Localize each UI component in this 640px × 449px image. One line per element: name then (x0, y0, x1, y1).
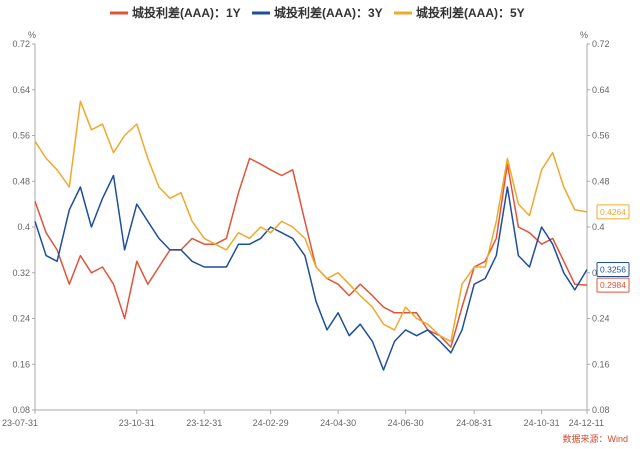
y-tick-label-left: 0.4 (17, 222, 30, 232)
x-tick-label: 24-04-30 (320, 418, 356, 428)
legend-label: 城投利差(AAA)：5Y (416, 5, 525, 20)
x-tick-label: 23-07-31 (2, 418, 38, 428)
chart-legend: 城投利差(AAA)：1Y 城投利差(AAA)：3Y 城投利差(AAA)：5Y (110, 5, 525, 20)
end-label-box (596, 277, 630, 293)
x-tick-label: 23-12-31 (186, 418, 222, 428)
end-label-box (596, 204, 630, 220)
y-tick-label-left: 0.08 (12, 405, 30, 415)
y-tick-label-left: 0.32 (12, 268, 30, 278)
y-tick-label-left: 0.64 (12, 85, 30, 95)
y-axis-left-unit: % (28, 30, 36, 40)
y-tick-label-left: 0.16 (12, 359, 30, 369)
x-tick-label: 24-08-31 (456, 418, 492, 428)
x-tick-label: 24-06-30 (388, 418, 424, 428)
legend-label: 城投利差(AAA)：3Y (274, 5, 383, 20)
end-label-2: 0.3256 (596, 262, 630, 278)
legend-label: 城投利差(AAA)：1Y (132, 5, 241, 20)
end-label-value: 0.4264 (600, 207, 626, 217)
x-tick-label: 24-10-31 (524, 418, 560, 428)
x-axis-ticks: 23-07-31 23-10-31 23-12-31 24-02-29 24-04-30… (2, 410, 604, 428)
legend-item-1: 城投利差(AAA)：1Y (110, 5, 241, 20)
series-end-labels: 0.2984 0.3256 0.4264 (596, 204, 630, 293)
y-tick-label-right: 0.48 (592, 176, 610, 186)
y-tick-label-right: 0.72 (592, 39, 610, 49)
series-line-2 (34, 174, 588, 371)
series-line-1 (34, 157, 588, 348)
end-label-box (596, 262, 630, 278)
legend-item-2: 城投利差(AAA)：3Y (252, 5, 383, 20)
y-tick-label-right: 0.08 (592, 405, 610, 415)
y-tick-label-right: 0.16 (592, 359, 610, 369)
y-tick-label-left: 0.48 (12, 176, 30, 186)
x-tick-label: 23-10-31 (119, 418, 155, 428)
x-tick-label: 24-12-11 (569, 418, 604, 428)
x-tick-label: 24-02-29 (253, 418, 289, 428)
y-tick-label-left: 0.56 (12, 131, 30, 141)
y-axis-ticks: 0.080.080.160.160.240.240.320.320.40.40.… (12, 39, 609, 415)
end-label-value: 0.3256 (600, 265, 626, 275)
y-tick-label-right: 0.56 (592, 131, 610, 141)
y-tick-label-left: 0.24 (12, 314, 30, 324)
end-label-value: 0.2984 (600, 280, 626, 290)
y-tick-label-left: 0.72 (12, 39, 30, 49)
y-tick-label-right: 0.4 (592, 222, 605, 232)
y-tick-label-right: 0.24 (592, 314, 610, 324)
series-line-3 (34, 100, 588, 343)
y-tick-label-right: 0.64 (592, 85, 610, 95)
end-label-1: 0.2984 (596, 277, 630, 293)
legend-item-3: 城投利差(AAA)：5Y (394, 5, 525, 20)
end-label-3: 0.4264 (596, 204, 630, 220)
series-lines (34, 100, 588, 371)
y-axis-right-unit: % (580, 30, 588, 40)
data-source: 数据来源：Wind (562, 433, 628, 444)
